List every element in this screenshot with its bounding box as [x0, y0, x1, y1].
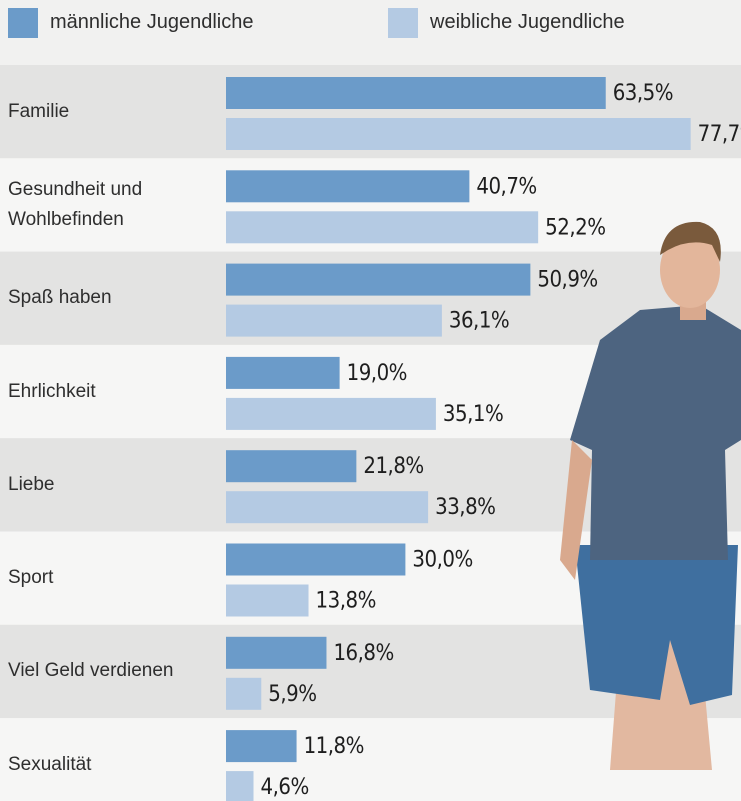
bar [226, 544, 405, 576]
category-label: Viel Geld verdienen [8, 625, 220, 718]
bar [226, 77, 606, 109]
value-label: 33,8% [435, 495, 495, 520]
bar [226, 211, 538, 243]
value-label: 21,8% [363, 454, 423, 479]
infographic: 63,5% 77,7% 40,7% 52,2% 50,9% 36,1% 19,0% 35,1%… [0, 0, 741, 801]
value-label: 50,9% [537, 268, 597, 293]
value-label: 30,0% [412, 548, 472, 573]
category-label: Sexualität [8, 718, 220, 801]
value-label: 4,6% [261, 775, 309, 800]
value-label: 19,0% [347, 361, 407, 386]
category-label: Ehrlichkeit [8, 345, 220, 438]
bar [226, 170, 469, 202]
bar [226, 585, 309, 617]
bar [226, 357, 340, 389]
value-label: 11,8% [304, 734, 364, 759]
category-label: Familie [8, 65, 220, 158]
legend-swatch [8, 8, 38, 38]
value-label: 77,7% [698, 122, 741, 147]
category-label: Gesundheit und Wohlbefinden [8, 158, 220, 251]
category-label: Sport [8, 532, 220, 625]
value-label: 63,5% [613, 81, 673, 106]
value-label: 16,8% [333, 641, 393, 666]
value-label: 52,2% [545, 215, 605, 240]
legend-label: weibliche Jugendliche [430, 8, 625, 36]
legend-swatch [388, 8, 418, 38]
legend-label: männliche Jugendliche [50, 8, 253, 36]
bar [226, 450, 356, 482]
bar [226, 491, 428, 523]
value-label: 36,1% [449, 309, 509, 334]
category-label: Spaß haben [8, 252, 220, 345]
bar [226, 771, 254, 801]
bar [226, 678, 261, 710]
bar [226, 118, 691, 150]
value-label: 40,7% [476, 174, 536, 199]
value-label: 35,1% [443, 402, 503, 427]
category-label: Liebe [8, 438, 220, 531]
value-label: 5,9% [268, 682, 316, 707]
bar [226, 305, 442, 337]
bar [226, 264, 530, 296]
bar [226, 730, 297, 762]
bar [226, 637, 326, 669]
value-label: 13,8% [316, 589, 376, 614]
bar [226, 398, 436, 430]
